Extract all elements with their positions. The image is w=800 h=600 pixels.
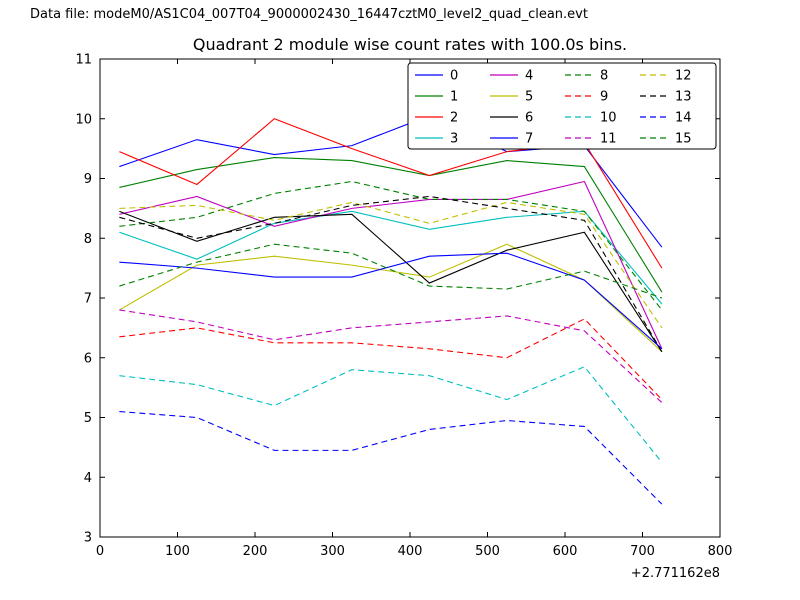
legend-label-2: 2 — [450, 111, 458, 126]
legend-label-7: 7 — [525, 132, 533, 147]
y-tick-label: 11 — [75, 53, 92, 68]
x-tick-label: 200 — [243, 544, 268, 559]
x-tick-label: 800 — [708, 544, 733, 559]
legend-label-4: 4 — [525, 69, 533, 84]
series-line-15 — [119, 243, 663, 299]
series-line-3 — [119, 210, 663, 305]
x-tick-label: 600 — [553, 544, 578, 559]
legend-label-5: 5 — [525, 90, 533, 105]
series-line-10 — [119, 366, 663, 463]
data-file-label: Data file: modeM0/AS1C04_007T04_90000024… — [30, 7, 588, 22]
series-line-5 — [119, 243, 663, 353]
legend-label-8: 8 — [600, 69, 608, 84]
y-tick-label: 9 — [84, 172, 92, 187]
legend-label-12: 12 — [675, 69, 692, 84]
series-line-8 — [119, 180, 663, 311]
legend-label-3: 3 — [450, 132, 458, 147]
legend-box — [407, 62, 717, 150]
legend-label-11: 11 — [600, 132, 617, 147]
x-tick-label: 400 — [398, 544, 423, 559]
x-tick-label: 300 — [320, 544, 345, 559]
chart-title: Quadrant 2 module wise count rates with … — [192, 35, 628, 54]
y-tick-label: 6 — [84, 351, 92, 366]
series-line-7 — [119, 252, 663, 350]
y-tick-label: 5 — [84, 411, 92, 426]
series-line-1 — [119, 157, 663, 293]
x-offset-label: +2.771162e8 — [631, 566, 720, 581]
legend-label-0: 0 — [450, 69, 458, 84]
y-tick-label: 3 — [84, 531, 92, 546]
series-line-6 — [119, 210, 663, 353]
series-line-13 — [119, 195, 663, 353]
x-tick-label: 100 — [165, 544, 190, 559]
series-line-11 — [119, 309, 663, 403]
y-tick-label: 10 — [75, 112, 92, 127]
legend-label-9: 9 — [600, 90, 608, 105]
legend-label-14: 14 — [675, 111, 692, 126]
y-tick-label: 7 — [84, 292, 92, 307]
y-tick-label: 8 — [84, 232, 92, 247]
series-line-4 — [119, 180, 663, 350]
legend-label-6: 6 — [525, 111, 533, 126]
y-tick-label: 4 — [84, 471, 92, 486]
x-tick-label: 0 — [96, 544, 104, 559]
x-tick-label: 500 — [475, 544, 500, 559]
x-tick-label: 700 — [630, 544, 655, 559]
series-line-9 — [119, 318, 663, 400]
legend-label-10: 10 — [600, 111, 617, 126]
legend-label-15: 15 — [675, 132, 692, 147]
legend-label-13: 13 — [675, 90, 692, 105]
series-line-12 — [119, 201, 663, 329]
legend-label-1: 1 — [450, 90, 458, 105]
series-line-14 — [119, 410, 663, 505]
